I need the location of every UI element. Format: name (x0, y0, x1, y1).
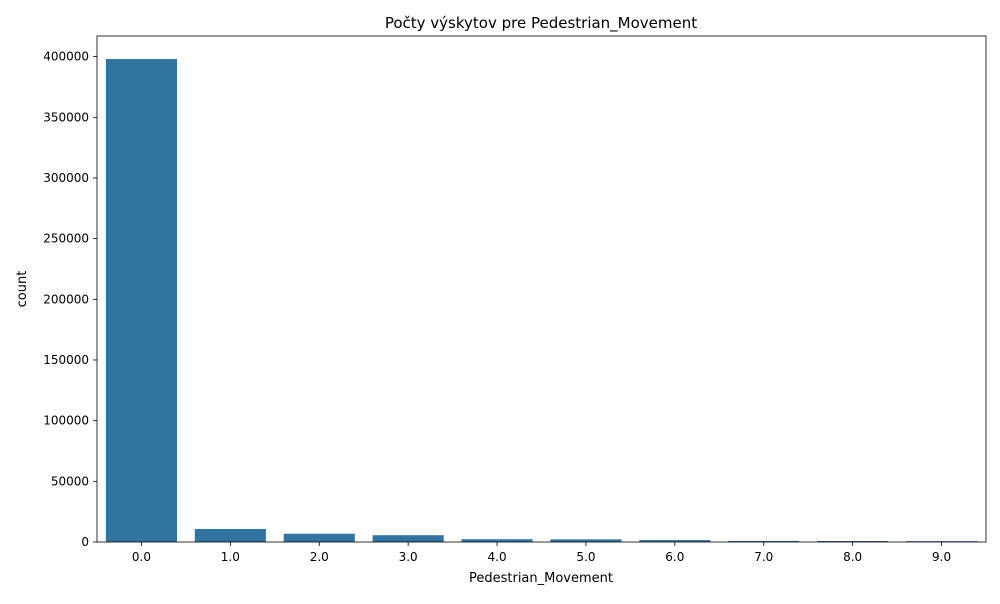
bar-5.0 (550, 539, 622, 542)
bar-0.0 (105, 59, 178, 543)
bar-7.0 (728, 540, 800, 542)
x-tick-label: 1.0 (221, 550, 240, 564)
chart-title: Počty výskytov pre Pedestrian_Movement (385, 14, 697, 33)
x-axis-label: Pedestrian_Movement (469, 571, 613, 586)
y-tick-label: 50000 (51, 474, 89, 488)
y-tick-label: 300000 (43, 171, 89, 185)
y-tick-label: 350000 (43, 110, 89, 124)
y-tick-label: 250000 (43, 232, 89, 246)
y-tick-label: 200000 (43, 292, 89, 306)
y-tick-label: 150000 (43, 353, 89, 367)
y-tick-label: 400000 (43, 50, 89, 64)
x-tick-label: 2.0 (310, 550, 329, 564)
y-tick-label: 100000 (43, 414, 89, 428)
x-tick-label: 9.0 (932, 550, 951, 564)
x-axis-ticks: 0.0 1.0 2.0 3.0 4.0 5.0 6.0 7.0 8.0 9.0 (132, 542, 951, 564)
x-tick-label: 8.0 (843, 550, 862, 564)
x-tick-label: 4.0 (488, 550, 507, 564)
bar-1.0 (194, 529, 266, 542)
bar-4.0 (461, 539, 533, 542)
bar-3.0 (372, 535, 444, 542)
x-tick-label: 7.0 (754, 550, 773, 564)
plot-area-frame (96, 35, 987, 543)
bar-2.0 (283, 533, 355, 542)
x-tick-label: 0.0 (132, 550, 151, 564)
x-tick-label: 6.0 (665, 550, 684, 564)
y-axis-ticks: 0 50000 100000 150000 200000 250000 300000 3500… (43, 50, 97, 549)
x-tick-label: 5.0 (576, 550, 595, 564)
bars-group (105, 59, 978, 543)
x-tick-label: 3.0 (399, 550, 418, 564)
bar-6.0 (639, 540, 711, 542)
y-tick-label: 0 (81, 535, 89, 549)
bar-9.0 (905, 541, 978, 542)
bar-8.0 (817, 541, 889, 542)
y-axis-label: count (15, 271, 30, 308)
